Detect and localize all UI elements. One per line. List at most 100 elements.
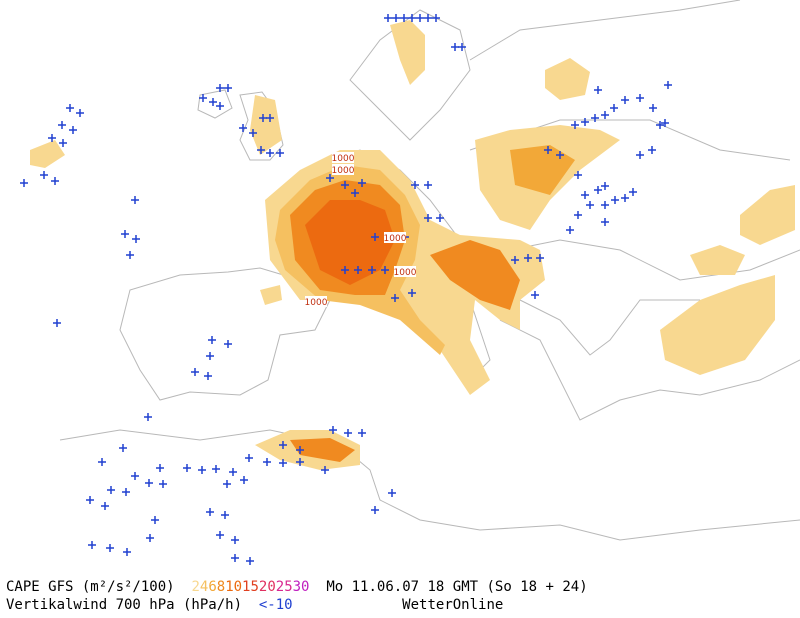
cape-scale-label: 20 (258, 579, 276, 595)
wind-marker (636, 151, 644, 159)
wind-marker (661, 119, 669, 127)
wind-marker (424, 14, 432, 22)
wind-marker (159, 480, 167, 488)
wind-marker (594, 86, 602, 94)
isobar-labels: 1000 1000 1000 1000 1000 (305, 152, 417, 308)
isobar-label-bg (332, 164, 354, 175)
wind-marker (245, 454, 253, 462)
wind-marker (224, 340, 232, 348)
wind-marker (58, 121, 66, 129)
wind-marker (581, 118, 589, 126)
wind-marker (432, 14, 440, 22)
wind-marker (119, 444, 127, 452)
wind-marker (544, 146, 552, 154)
legend-line-1: CAPE GFS (m²/s²/100) 24681015202530 Mo 1… (6, 578, 588, 596)
wind-marker (586, 201, 594, 209)
wind-marker (556, 151, 564, 159)
wind-marker (649, 104, 657, 112)
wind-marker (123, 548, 131, 556)
wind-marker (48, 134, 56, 142)
cape-scale-label: 30 (292, 579, 310, 595)
cape-scale-label: 8 (216, 579, 226, 595)
wind-marker (424, 214, 432, 222)
wind-marker (259, 114, 267, 122)
wind-marker (209, 98, 217, 106)
wind-marker (266, 149, 274, 157)
isobar-label: 1000 (305, 298, 328, 308)
wind-marker (151, 516, 159, 524)
wind-marker (392, 14, 400, 22)
wind-marker (451, 43, 459, 51)
wind-marker (66, 104, 74, 112)
wind-marker (216, 84, 224, 92)
legend-line-2: Vertikalwind 700 hPa (hPa/h) <-10 Wetter… (6, 596, 503, 614)
cape-scale-label: 10 (225, 579, 243, 595)
wind-marker (131, 472, 139, 480)
source: WetterOnline (402, 597, 504, 613)
wind-marker (601, 182, 609, 190)
wind-marker (648, 146, 656, 154)
wind-marker (88, 541, 96, 549)
wind-marker (121, 230, 129, 238)
wind-marker (636, 94, 644, 102)
wind-marker (574, 171, 582, 179)
wind-marker (354, 266, 362, 274)
wind-marker (571, 121, 579, 129)
wind-marker (69, 126, 77, 134)
wind-marker (656, 121, 664, 129)
wind-marker (156, 464, 164, 472)
wind-label: <-10 (258, 597, 293, 613)
wind-marker (126, 251, 134, 259)
isobar-label: 1000 (394, 268, 417, 278)
wind-marker (436, 214, 444, 222)
wind-marker (344, 429, 352, 437)
cape-scale-label: 25 (275, 579, 293, 595)
wind-marker (601, 201, 609, 209)
wind-marker (276, 149, 284, 157)
wind-marker (131, 196, 139, 204)
wind-marker (257, 146, 265, 154)
wind-marker (664, 81, 672, 89)
date: Mo 11.06.07 18 GMT (So 18 + 24) (326, 579, 588, 595)
wind-marker (591, 114, 599, 122)
wind-marker (341, 266, 349, 274)
wind-marker (249, 129, 257, 137)
cape-scale: 24681015202530 (191, 579, 309, 595)
wind-marker (221, 511, 229, 519)
wind-marker (536, 254, 544, 262)
wind-marker (629, 188, 637, 196)
wind-marker (329, 426, 337, 434)
wind-marker (408, 289, 416, 297)
wind-marker (416, 14, 424, 22)
wind-marker (391, 294, 399, 302)
wind-marker (212, 465, 220, 473)
wind-marker (40, 171, 48, 179)
wind-marker (122, 488, 130, 496)
wind-marker (101, 502, 109, 510)
wind-marker (86, 496, 94, 504)
wind-marker (531, 291, 539, 299)
wind-marker (208, 336, 216, 344)
isobar-label: 1000 (332, 166, 355, 176)
wind-marker (224, 84, 232, 92)
wind-marker (106, 544, 114, 552)
wind-marker (206, 352, 214, 360)
wind-marker (20, 179, 28, 187)
wind-marker (601, 218, 609, 226)
cape-scale-label: 15 (242, 579, 259, 595)
wind-marker (246, 557, 254, 565)
wind-marker (368, 266, 376, 274)
cape-areas (30, 20, 795, 470)
wind-marker (216, 531, 224, 539)
wind-marker (458, 43, 466, 51)
wind-marker (371, 506, 379, 514)
wind-marker (204, 372, 212, 380)
isobar-label: 1000 (384, 234, 407, 244)
wind-marker (145, 479, 153, 487)
wind-marker (183, 464, 191, 472)
wind-marker (601, 111, 609, 119)
wind-marker (107, 486, 115, 494)
wind-title: Vertikalwind 700 hPa (hPa/h) (6, 597, 243, 613)
wind-marker (231, 536, 239, 544)
